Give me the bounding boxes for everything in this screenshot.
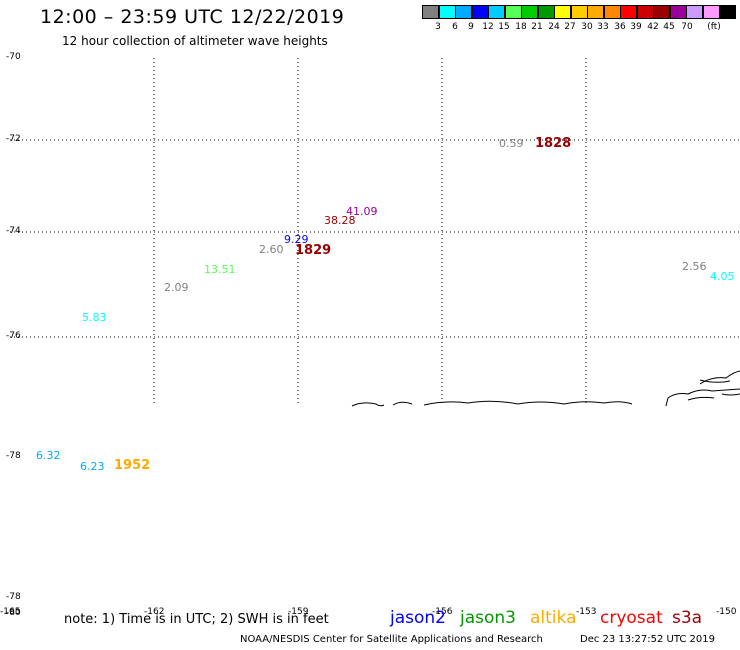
colorbar-tick-label: 36 [614,22,626,32]
longitude-label: -159 [288,607,309,617]
pass-time-label: 1952 [114,458,151,473]
grid-lines [10,58,740,405]
antarctic-coastline [351,370,740,407]
colorbar-tick-label: 6 [452,22,458,32]
wave-height-value: 41.09 [346,205,378,218]
colorbar-tick-label: 42 [647,22,659,32]
latitude-label: -78 [6,592,21,602]
legend-jason2: jason2 [390,608,446,628]
pass-time-label: 1829 [295,243,332,258]
units-note: note: 1) Time is in UTC; 2) SWH is in fe… [64,612,329,627]
colorbar-tick-label: 30 [581,22,593,32]
wave-height-value: 38.28 [324,214,356,227]
legend-s3a: s3a [672,608,703,628]
latitude-label: -74 [6,226,21,236]
colorbar-tick-label: 33 [597,22,609,32]
latitude-label: -70 [6,52,21,62]
wave-height-value: 2.60 [259,243,284,256]
legend-cryosat: cryosat [600,608,663,628]
colorbar-swatch [719,5,736,19]
credit-line: NOAA/NESDIS Center for Satellite Applica… [240,634,543,645]
colorbar-tick-label: 12 [482,22,494,32]
colorbar-tick-label: 45 [663,22,675,32]
colorbar-tick-label: 18 [515,22,527,32]
wave-height-value: 6.23 [80,460,105,473]
legend-altika: altika [530,608,577,628]
wave-height-value: 0.59 [499,137,524,150]
map-title: 12:00 – 23:59 UTC 12/22/2019 [40,6,345,28]
map-subtitle: 12 hour collection of altimeter wave hei… [62,34,328,48]
longitude-label: -156 [432,607,453,617]
wave-height-value: 2.56 [682,260,707,273]
colorbar-tick-label: 27 [564,22,576,32]
wave-height-value: 5.83 [82,311,107,324]
latitude-label: -76 [6,331,21,341]
wave-height-value: 9.29 [284,233,309,246]
latitude-label: -72 [6,134,21,144]
colorbar-tick-label: 15 [498,22,510,32]
legend-jason3: jason3 [460,608,516,628]
wave-height-value: 4.05 [710,270,735,283]
pass-time-label: 1828 [535,136,572,151]
wave-height-value: 13.51 [204,263,236,276]
latitude-label: -80 [6,608,21,618]
longitude-label: -153 [576,607,597,617]
wave-height-value: 2.09 [164,281,189,294]
colorbar-tick-label: 70 [681,22,693,32]
longitude-label: -165 [0,607,21,617]
colorbar-tick-label: 21 [531,22,543,32]
latitude-label: -78 [6,451,21,461]
colorbar-tick-label: 39 [630,22,642,32]
longitude-label: -162 [144,607,165,617]
longitude-label: -150 [716,607,737,617]
colorbar-tick-label: 3 [435,22,441,32]
colorbar-tick-label: 9 [468,22,474,32]
wave-height-value: 6.32 [36,449,61,462]
colorbar-tick-label: (ft) [707,22,721,32]
colorbar-tick-label: 24 [548,22,560,32]
generated-timestamp: Dec 23 13:27:52 UTC 2019 [580,634,715,645]
